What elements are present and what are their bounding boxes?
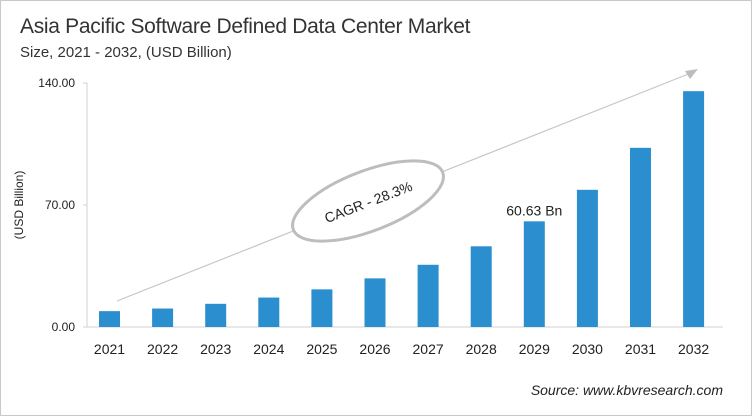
x-tick-label: 2031	[625, 341, 656, 357]
bar-2024	[258, 297, 280, 327]
x-tick-label: 2024	[253, 341, 284, 357]
x-tick-label: 2022	[147, 341, 178, 357]
bar-2026	[364, 278, 386, 327]
bar-2025	[311, 289, 333, 327]
y-tick-label: 0.00	[52, 320, 76, 334]
bar-2027	[417, 264, 439, 327]
x-tick-label: 2026	[359, 341, 390, 357]
source-note: Source: www.kbvresearch.com	[530, 382, 723, 398]
cagr-callout: CAGR - 28.3%	[291, 159, 445, 243]
trend-arrowhead-icon	[685, 69, 698, 79]
chart-subtitle: Size, 2021 - 2032, (USD Billion)	[20, 44, 232, 61]
y-tick-label: 140.00	[38, 76, 75, 90]
bar-2028	[470, 246, 492, 327]
y-tick-label: 70.00	[45, 198, 75, 212]
x-tick-label: 2029	[519, 341, 550, 357]
bar-2022	[152, 308, 174, 327]
y-axis-title: (USD Billion)	[12, 171, 26, 240]
bar-2029	[523, 221, 545, 327]
bar-2031	[630, 147, 651, 327]
x-tick-label: 2025	[306, 341, 337, 357]
bar-2021	[99, 311, 120, 327]
x-tick-label: 2021	[94, 341, 125, 357]
x-tick-label: 2023	[200, 341, 231, 357]
x-tick-label: 2028	[466, 341, 497, 357]
x-tick-label: 2032	[678, 341, 709, 357]
cagr-ellipse	[291, 159, 445, 243]
x-tick-label: 2027	[413, 341, 444, 357]
data-label: 60.63 Bn	[506, 202, 562, 218]
x-tick-label: 2030	[572, 341, 603, 357]
bar-2023	[205, 303, 227, 327]
chart-title: Asia Pacific Software Defined Data Cente…	[20, 15, 471, 38]
bar-2030	[576, 189, 598, 327]
bar-2032	[683, 91, 705, 327]
